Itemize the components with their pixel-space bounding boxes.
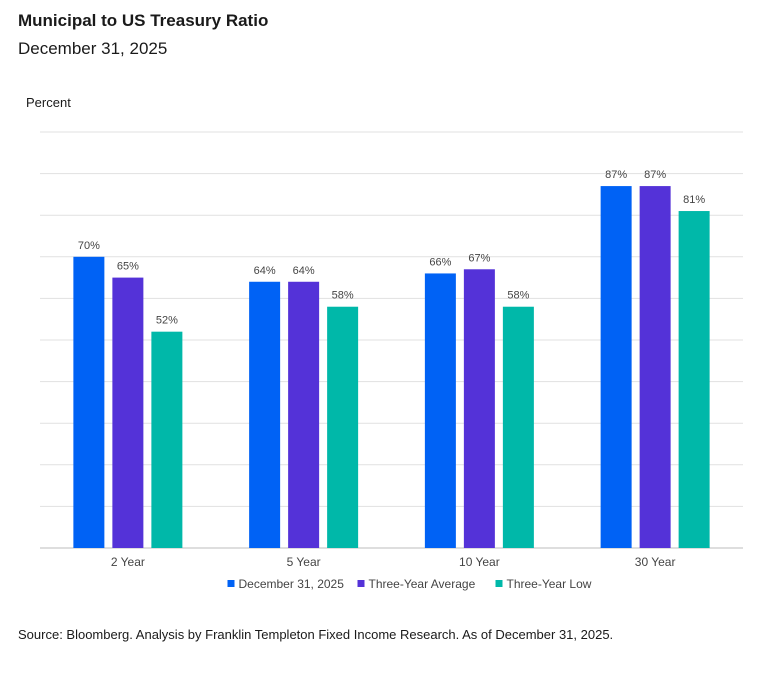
source-note: Source: Bloomberg. Analysis by Franklin …	[18, 627, 614, 642]
bar	[502, 306, 534, 548]
legend-label: Three-Year Low	[507, 577, 592, 591]
data-label: 81%	[683, 194, 705, 206]
bar	[151, 331, 183, 548]
data-label: 67%	[468, 252, 490, 264]
legend-swatch	[227, 580, 235, 587]
data-label: 58%	[332, 290, 354, 302]
x-tick-label: 2 Year	[111, 555, 145, 569]
data-label: 52%	[156, 315, 178, 327]
legend-label: Three-Year Average	[369, 577, 476, 591]
bar	[639, 186, 671, 548]
data-label: 70%	[78, 240, 100, 252]
x-tick-label: 5 Year	[287, 555, 321, 569]
bar	[249, 281, 281, 548]
data-label: 64%	[254, 265, 276, 277]
bar	[600, 186, 632, 548]
chart-title: Municipal to US Treasury Ratio	[18, 11, 269, 30]
bar	[678, 211, 710, 549]
x-tick-label: 10 Year	[459, 555, 500, 569]
x-tick-label: 30 Year	[635, 555, 676, 569]
data-label: 64%	[293, 265, 315, 277]
y-axis-label: Percent	[26, 95, 71, 110]
bar	[424, 273, 456, 548]
legend-swatch	[357, 580, 365, 587]
bar	[112, 277, 144, 548]
data-label: 87%	[644, 169, 666, 181]
legend-swatch	[495, 580, 503, 587]
bar	[73, 256, 105, 548]
bar	[327, 306, 359, 548]
data-label: 65%	[117, 261, 139, 273]
data-label: 58%	[507, 290, 529, 302]
bar	[463, 269, 495, 548]
data-label: 66%	[429, 256, 451, 268]
data-label: 87%	[605, 169, 627, 181]
chart-subtitle: December 31, 2025	[18, 39, 168, 58]
legend-label: December 31, 2025	[239, 577, 345, 591]
bar	[288, 281, 320, 548]
